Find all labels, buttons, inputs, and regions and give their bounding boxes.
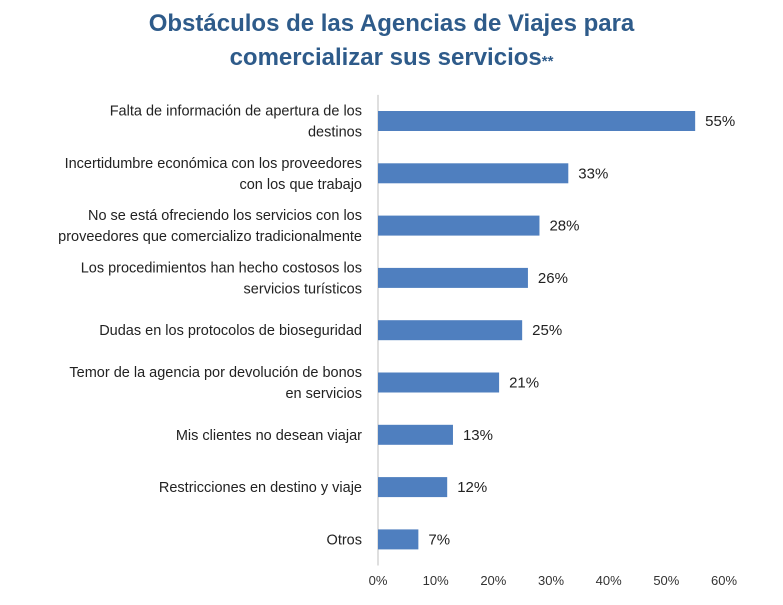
x-tick-label: 40%: [596, 573, 622, 588]
bar: [378, 267, 528, 288]
category-label: Mis clientes no desean viajar: [176, 428, 362, 444]
x-tick-label: 30%: [538, 573, 564, 588]
chart-title-continued: comercializar sus servicios**: [0, 42, 783, 74]
value-label: 33%: [578, 165, 608, 182]
bar: [378, 320, 523, 341]
value-label: 55%: [705, 113, 735, 130]
bar: [378, 477, 448, 498]
bar: [378, 215, 540, 236]
category-label: Falta de información de apertura de los d…: [110, 104, 362, 141]
bar: [378, 111, 696, 131]
category-label: No se está ofreciendo los servicios con …: [58, 208, 362, 245]
chart-title-line2: comercializar sus servicios: [229, 44, 542, 71]
category-label: Restricciones en destino y viaje: [159, 480, 362, 496]
value-label: 7%: [428, 531, 450, 548]
value-label: 12%: [457, 479, 487, 496]
x-tick-label: 0%: [369, 573, 388, 588]
value-label: 28%: [549, 218, 579, 235]
bar: [378, 424, 453, 445]
value-label: 25%: [532, 322, 562, 339]
chart-title-suffix: **: [541, 53, 554, 70]
bar: [378, 372, 500, 393]
category-label: Incertidumbre económica con los proveedo…: [65, 156, 362, 193]
category-label: Los procedimientos han hecho costosos lo…: [81, 260, 362, 297]
value-labels-group: 55% 33% 28% 26% 25% 21% 13% 12% 7%: [428, 113, 735, 548]
x-tick-label: 10%: [423, 573, 449, 588]
value-label: 26%: [538, 270, 568, 287]
bar: [378, 529, 419, 550]
x-tick-label: 20%: [480, 573, 506, 588]
category-label: Otros: [327, 532, 362, 548]
x-tick-label: 60%: [711, 573, 737, 588]
x-tick-label: 50%: [653, 573, 679, 588]
bar: [378, 163, 569, 184]
value-label: 21%: [509, 375, 539, 392]
x-tick-labels-group: 0% 10% 20% 30% 40% 50% 60%: [369, 573, 738, 588]
category-label: Dudas en los protocolos de bioseguridad: [99, 323, 362, 339]
value-label: 13%: [463, 427, 493, 444]
chart-title-line1: Obstáculos de las Agencias de Viajes par…: [148, 10, 635, 37]
category-label: Temor de la agencia por devolución de bo…: [69, 365, 362, 402]
chart-title: Obstáculos de las Agencias de Viajes par…: [0, 8, 783, 40]
category-labels-group: Falta de información de apertura de los d…: [58, 104, 362, 549]
bars-group: [378, 111, 696, 550]
